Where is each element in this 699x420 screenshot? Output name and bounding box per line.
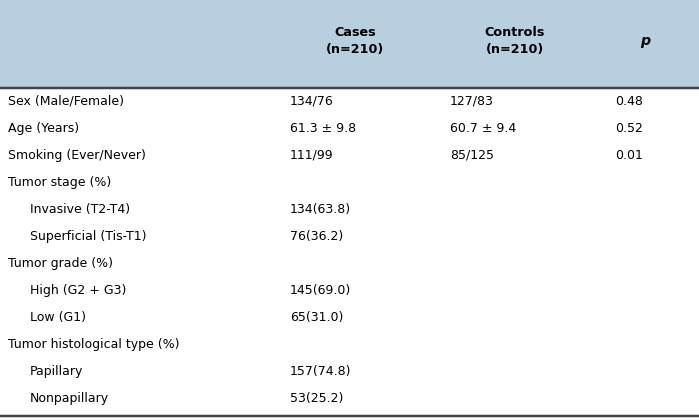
Text: Papillary: Papillary — [30, 365, 83, 378]
Text: 111/99: 111/99 — [290, 149, 333, 162]
Text: 65(31.0): 65(31.0) — [290, 311, 343, 324]
Text: Controls
(n=210): Controls (n=210) — [485, 26, 545, 57]
Text: 85/125: 85/125 — [450, 149, 494, 162]
Text: Low (G1): Low (G1) — [30, 311, 86, 324]
Text: Tumor histological type (%): Tumor histological type (%) — [8, 338, 180, 351]
Text: 0.48: 0.48 — [615, 95, 643, 108]
Bar — [0, 0, 699, 88]
Text: p: p — [640, 34, 650, 48]
Text: Smoking (Ever/Never): Smoking (Ever/Never) — [8, 149, 146, 162]
Text: 134(63.8): 134(63.8) — [290, 203, 351, 216]
Text: 127/83: 127/83 — [450, 95, 494, 108]
Text: Tumor stage (%): Tumor stage (%) — [8, 176, 111, 189]
Text: 76(36.2): 76(36.2) — [290, 230, 343, 243]
Text: Superficial (Tis-T1): Superficial (Tis-T1) — [30, 230, 147, 243]
Text: 157(74.8): 157(74.8) — [290, 365, 352, 378]
Text: 0.52: 0.52 — [615, 122, 643, 135]
Text: 53(25.2): 53(25.2) — [290, 392, 343, 405]
Text: 145(69.0): 145(69.0) — [290, 284, 352, 297]
Text: Age (Years): Age (Years) — [8, 122, 79, 135]
Text: 61.3 ± 9.8: 61.3 ± 9.8 — [290, 122, 356, 135]
Text: Nonpapillary: Nonpapillary — [30, 392, 109, 405]
Text: Cases
(n=210): Cases (n=210) — [326, 26, 384, 57]
Text: 0.01: 0.01 — [615, 149, 643, 162]
Text: 60.7 ± 9.4: 60.7 ± 9.4 — [450, 122, 517, 135]
Text: 134/76: 134/76 — [290, 95, 333, 108]
Text: Sex (Male/Female): Sex (Male/Female) — [8, 95, 124, 108]
Text: High (G2 + G3): High (G2 + G3) — [30, 284, 127, 297]
Text: Invasive (T2-T4): Invasive (T2-T4) — [30, 203, 130, 216]
Text: Tumor grade (%): Tumor grade (%) — [8, 257, 113, 270]
